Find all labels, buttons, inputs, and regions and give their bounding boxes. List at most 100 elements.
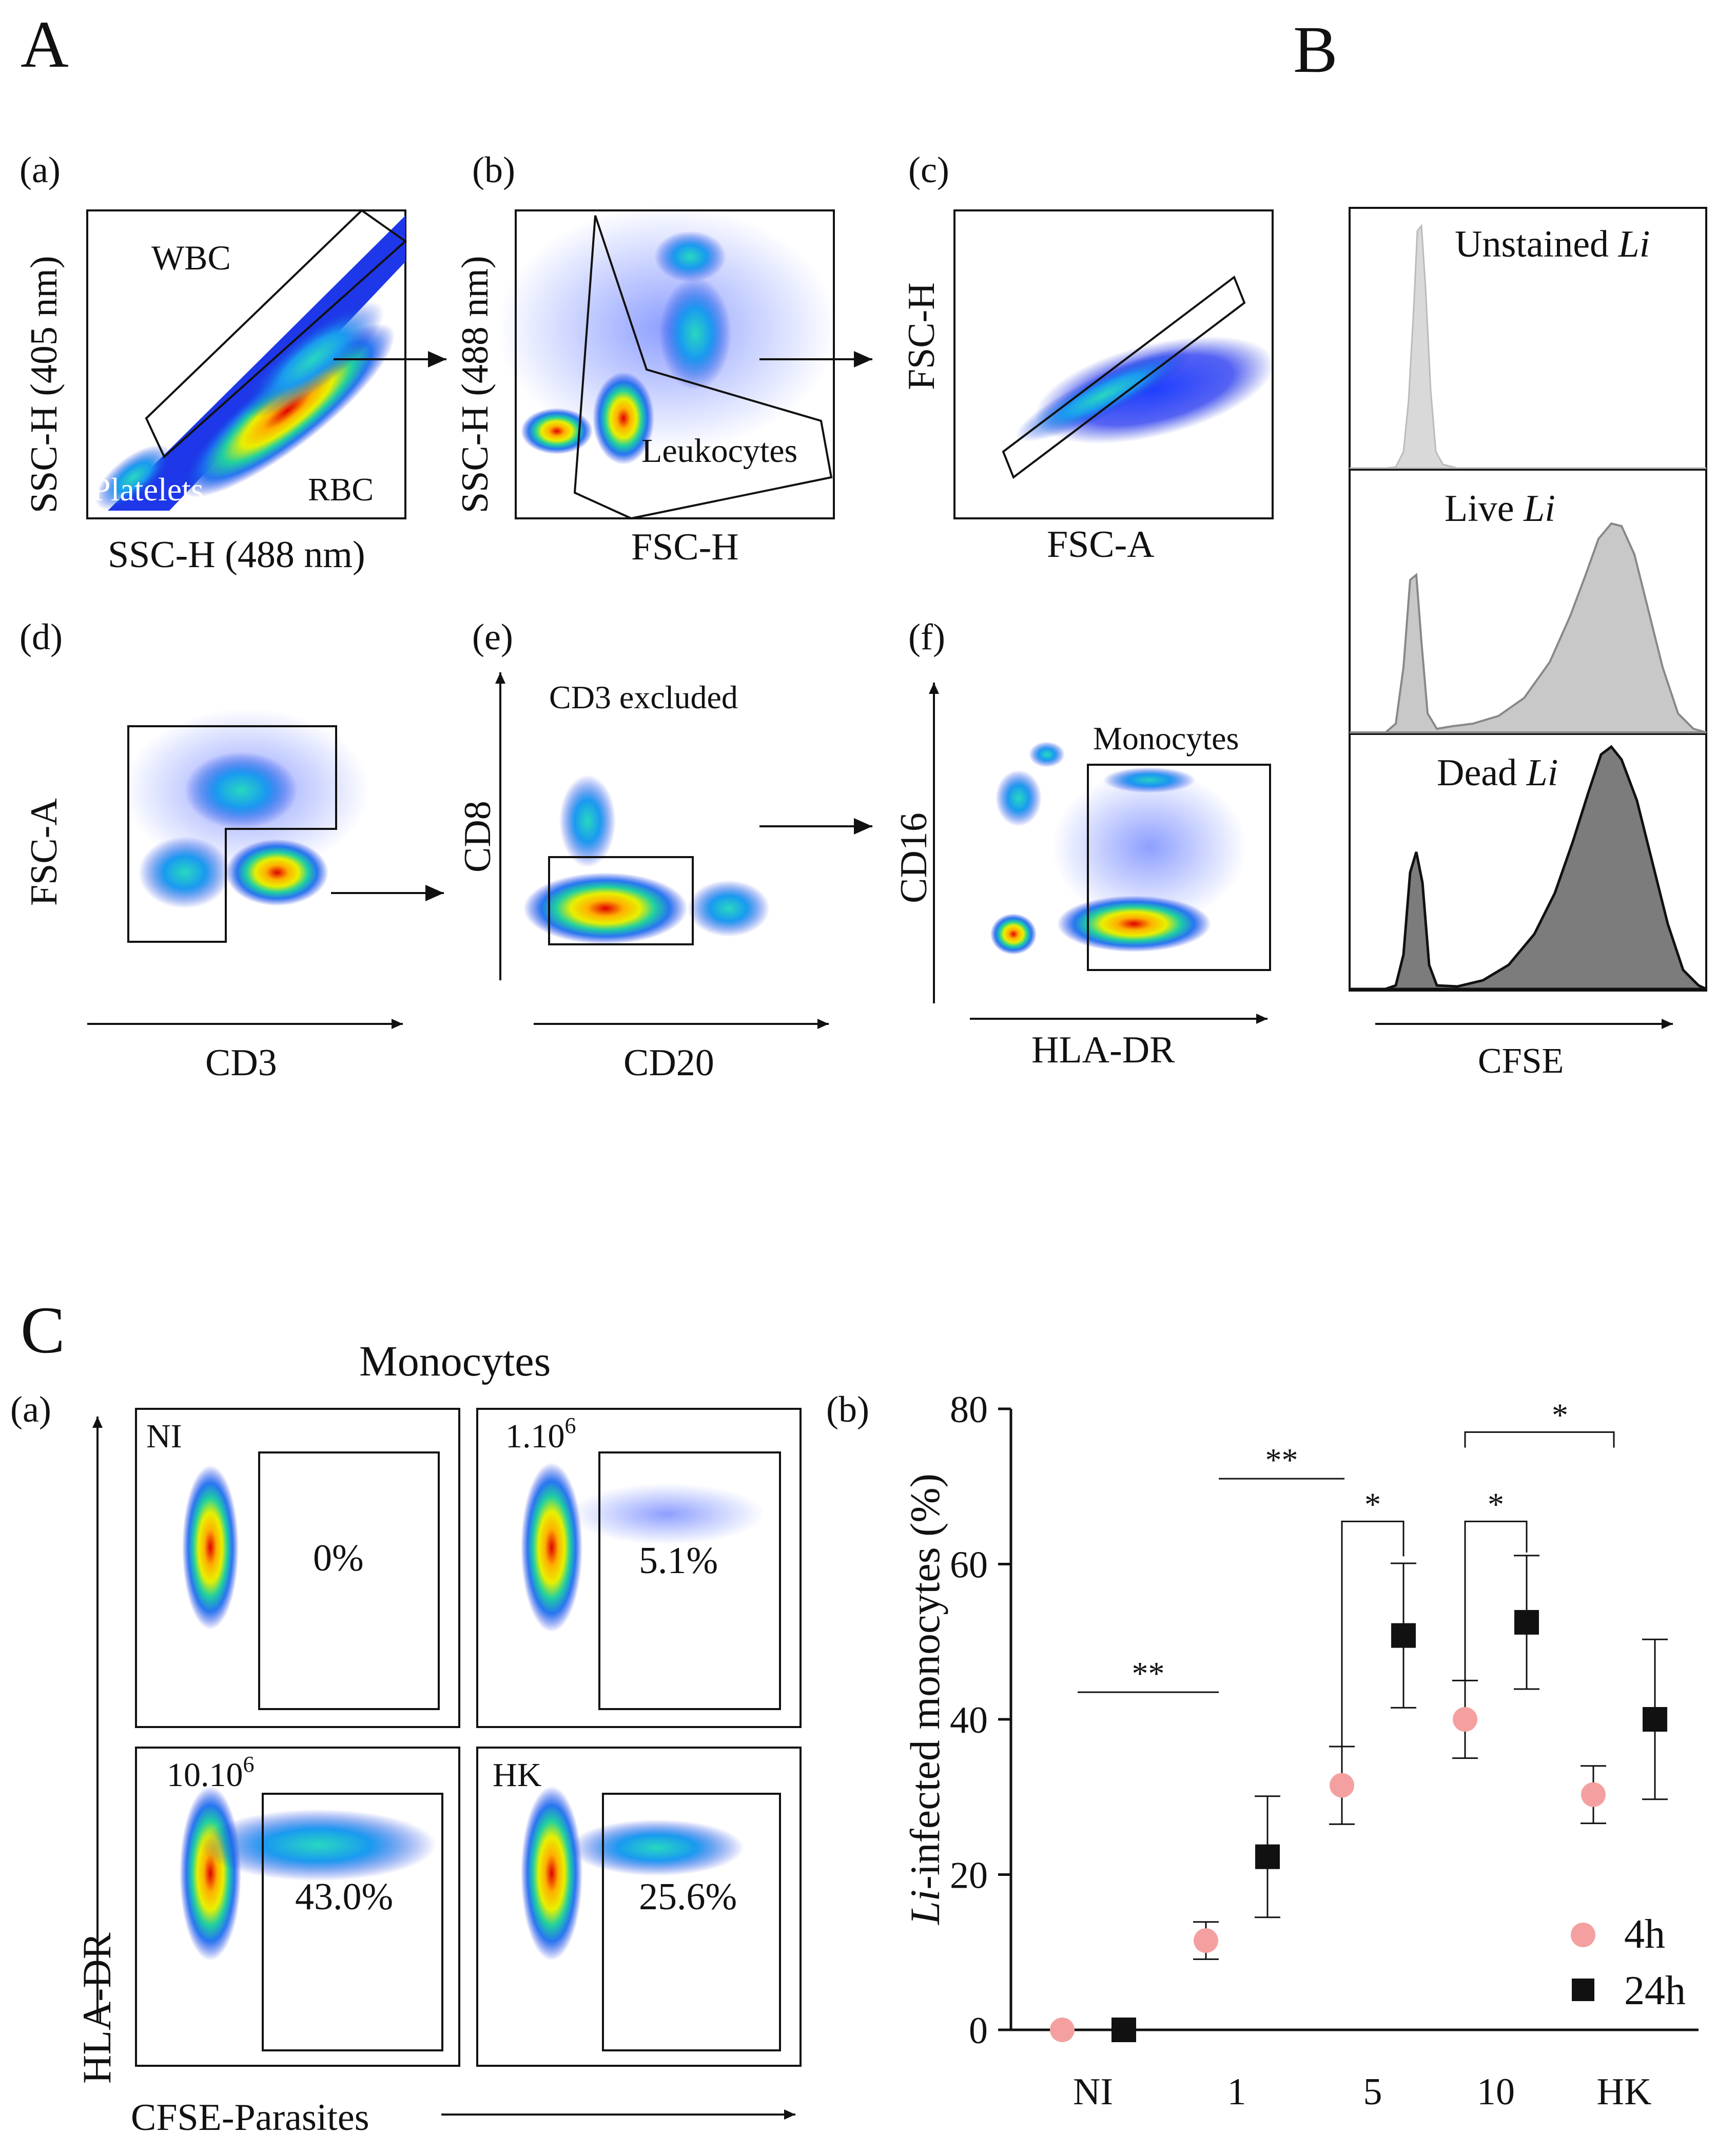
x-tick-label: HK (1597, 2071, 1652, 2113)
legend-label-24h: 24h (1624, 1968, 1686, 2013)
y-axis-label: HLA-DR (74, 1932, 119, 2084)
significance-bracket (1464, 1520, 1528, 1681)
wbc-label: WBC (151, 238, 231, 277)
panel-a-plot-d: (d) FSC-A CD3 (19, 616, 444, 1084)
cfse-positive-gate (258, 1451, 440, 1710)
x-tick-label: 1 (1227, 2071, 1246, 2113)
monocytes-gate (1087, 764, 1271, 971)
panel-a-plot-f: (f) Monocytes CD16 HLA-DR (893, 616, 1271, 1071)
cd3-negative-gate (127, 725, 337, 943)
cfse-positive-gate (262, 1793, 443, 2051)
percent-label: 43.0% (295, 1876, 393, 1918)
data-point-4h (1581, 1782, 1606, 1807)
infection-chart: (b) Li-infected monocytes (%) 0 20 40 60 80 N… (826, 1389, 1699, 2113)
histogram-unstained (1350, 224, 1706, 469)
y-axis-label: Li-infected monocytes (%) (902, 1474, 948, 1925)
condition-label: HK (493, 1756, 541, 1794)
monocytes-label: Monocytes (1093, 720, 1239, 757)
cd20-negative-gate (548, 856, 694, 945)
panel-letter-a: A (21, 8, 69, 82)
rbc-population (108, 216, 405, 511)
data-point-24h (1643, 1707, 1667, 1732)
dead-li-label: Dead Li (1437, 752, 1558, 794)
y-tick-label: 60 (950, 1544, 988, 1586)
x-axis-label: FSC-A (1047, 524, 1155, 566)
percent-label: 0% (313, 1537, 364, 1579)
data-point-4h (1050, 2018, 1075, 2042)
significance-label: * (1364, 1486, 1381, 1522)
x-axis-label: SSC-H (488 nm) (108, 534, 365, 576)
monocytes-title: Monocytes (359, 1337, 551, 1385)
data-point-24h (1111, 2018, 1136, 2042)
leukocytes-gate (573, 215, 833, 520)
cfse-positive-gate (598, 1451, 781, 1710)
y-tick-label: 80 (950, 1389, 988, 1431)
legend-label-4h: 4h (1624, 1912, 1665, 1957)
panel-a-plot-e: (e) CD3 excluded CD8 CD20 (457, 616, 872, 1084)
x-axis-label: CFSE (1478, 1041, 1564, 1081)
significance-label: * (1552, 1397, 1568, 1433)
histogram-live (1350, 522, 1707, 733)
y-axis-label: FSC-A (23, 798, 65, 906)
legend-marker-4h (1571, 1923, 1595, 1947)
data-point-24h (1255, 1844, 1280, 1869)
panel-a-plot-b: (b) Leukocytes SSC-H (488 nm) FSC-H (454, 149, 872, 568)
panel-letter-b: B (1293, 13, 1338, 87)
y-axis-label: SSC-H (488 nm) (454, 256, 496, 513)
panel-b-histograms: Unstained Li Live Li Dead Li CFSE (1349, 207, 1707, 1081)
live-li-label: Live Li (1445, 488, 1555, 530)
sub-label-d: (d) (19, 616, 63, 657)
data-point-4h (1194, 1928, 1218, 1953)
sub-label-b: (b) (472, 149, 515, 190)
percent-label: 25.6% (639, 1876, 737, 1918)
cd3-excluded-label: CD3 excluded (549, 679, 738, 715)
significance-bracket (1341, 1520, 1405, 1747)
sub-label-a: (a) (19, 149, 61, 190)
x-tick-label: 5 (1363, 2071, 1382, 2113)
y-axis-label: FSC-H (901, 282, 943, 390)
data-point-24h (1391, 1623, 1416, 1648)
panel-a-plot-c: (c) FSC-H FSC-A (901, 149, 1275, 566)
legend-marker-24h (1572, 1979, 1594, 2001)
significance-label: ** (1132, 1655, 1165, 1692)
y-tick-label: 0 (969, 2010, 988, 2052)
condition-label: NI (146, 1418, 182, 1455)
x-axis-label: CFSE-Parasites (131, 2097, 369, 2139)
panel-a-plot-a: (a) WBC Platelets RBC SSC-H (405 nm) SSC… (19, 149, 446, 576)
sub-label-f: (f) (908, 616, 945, 657)
sub-label-c: (c) (908, 149, 949, 190)
histogram-dead (1350, 745, 1707, 991)
x-tick-label: 10 (1477, 2071, 1515, 2113)
percent-label: 5.1% (639, 1540, 718, 1582)
singlets-gate (1002, 275, 1246, 479)
y-axis-label: CD8 (457, 801, 499, 873)
significance-label: ** (1265, 1442, 1298, 1478)
cfse-positive-gate (602, 1793, 781, 2051)
data-point-24h (1514, 1610, 1539, 1635)
panel-letter-c: C (21, 1293, 65, 1367)
condition-label: 1.106 (505, 1413, 576, 1455)
significance-label: * (1488, 1486, 1504, 1522)
y-axis-label: SSC-H (405 nm) (23, 256, 65, 513)
x-axis-label: HLA-DR (1031, 1029, 1175, 1071)
sub-label-e: (e) (472, 616, 513, 657)
leukocytes-label: Leukocytes (641, 432, 797, 470)
x-tick-label: NI (1073, 2071, 1113, 2113)
x-axis-label: FSC-H (631, 526, 739, 568)
condition-label: 10.106 (167, 1752, 255, 1794)
unstained-li-label: Unstained Li (1455, 223, 1650, 265)
x-axis-label: CD3 (205, 1042, 277, 1084)
sub-label-c-a: (a) (10, 1389, 51, 1430)
x-axis-label: CD20 (623, 1042, 714, 1084)
sub-label-c-b: (b) (826, 1389, 869, 1430)
y-axis-label: CD16 (893, 812, 935, 903)
panel-c-plot-grid: (a) Monocytes HLA-DR CFSE-Parasites NI 0… (10, 1337, 802, 2139)
data-point-4h (1453, 1707, 1477, 1732)
platelets-label: Platelets (92, 471, 204, 508)
y-tick-label: 20 (950, 1855, 988, 1897)
wbc-gate (145, 209, 407, 459)
significance-bracket (1464, 1431, 1615, 1448)
y-tick-label: 40 (950, 1699, 988, 1741)
rbc-label: RBC (308, 471, 374, 508)
data-point-4h (1330, 1773, 1354, 1798)
